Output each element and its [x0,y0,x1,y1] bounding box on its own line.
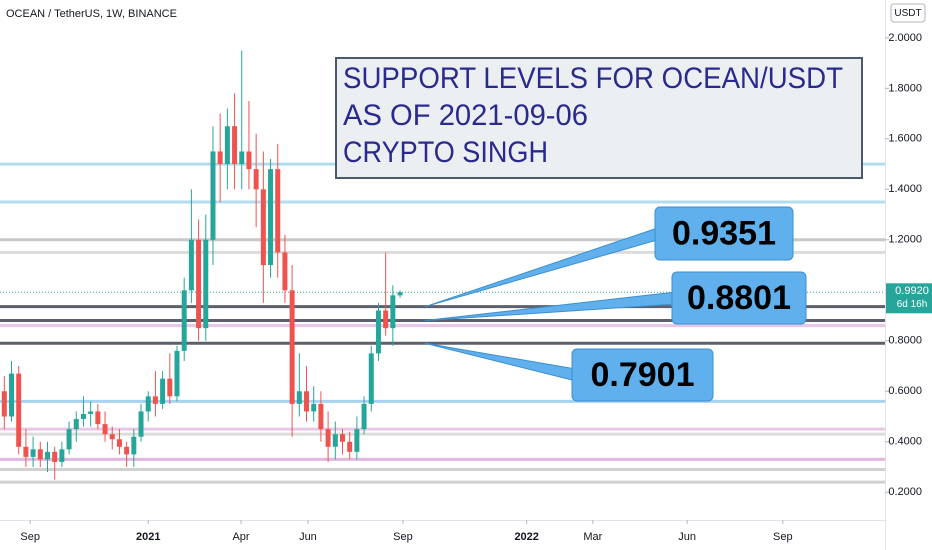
x-tick-label: Jun [678,531,696,543]
candle-body [80,413,86,420]
x-tick-label: Sep [773,531,793,543]
y-tick-label: 1.4000 [888,183,922,195]
y-tick-label: 0.6000 [888,385,922,397]
candle-body [397,292,403,296]
callout-box [571,348,714,402]
candle-body [260,189,266,266]
x-tick-label: 2022 [514,531,538,543]
candle-body [282,252,288,291]
candle-body [318,403,324,430]
candle-body [138,411,144,437]
candle-body [145,396,151,412]
callout-label: 0.8801 [687,279,791,317]
countdown-label: 6d 16h [897,299,928,310]
candle-body [296,391,302,404]
candle-body [16,373,22,447]
callout-label: 0.9351 [672,214,776,252]
candles [1,50,403,480]
candle-body [44,451,50,460]
annotation-text: CRYPTO SINGH [343,136,548,169]
x-tick-label: Sep [393,531,413,543]
annotation-text: SUPPORT LEVELS FOR OCEAN/USDT [343,62,843,95]
candle-body [239,151,245,165]
candle-body [196,239,202,329]
x-tick-label: Apr [232,531,249,543]
candle-body [311,403,317,412]
candle-body [375,310,381,354]
overlays: SUPPORT LEVELS FOR OCEAN/USDT AS OF 2021-… [335,57,863,402]
candle-body [102,424,108,435]
candle-body [9,373,15,417]
candle-body [347,441,353,452]
candle-body [174,350,180,397]
candle-body [203,239,209,329]
candle-body [181,290,187,351]
chart-title: OCEAN / TetherUS, 1W, BINANCE [6,8,177,20]
candle-body [30,449,36,457]
candle-body [332,434,338,447]
unit-label: USDT [894,8,921,19]
callout-label: 0.7901 [591,356,695,394]
candle-body [37,449,43,460]
candle-body [95,411,101,425]
candle-body [109,434,115,440]
candle-body [232,126,238,165]
candle-body [59,449,65,462]
candle-body [23,446,29,457]
candle-body [160,378,166,404]
candle-body [73,419,79,430]
candle-body [383,310,389,329]
y-tick-label: 2.0000 [888,32,922,44]
candle-body [361,403,367,430]
x-tick-label: Mar [583,531,602,543]
y-tick-label: 0.4000 [888,436,922,448]
candle-body [268,169,274,266]
candle-body [152,396,158,404]
annotation-text: AS OF 2021-09-06 [343,99,588,132]
candle-body [124,446,130,455]
x-tick-label: 2021 [136,531,160,543]
y-tick-label: 0.2000 [888,486,922,498]
x-tick-label: Sep [20,531,40,543]
y-tick-label: 1.8000 [888,82,922,94]
candle-body [339,434,345,442]
candle-body [131,436,137,455]
candle-body [1,391,7,417]
candle-body [167,378,173,397]
candle-body [368,353,374,404]
candle-body [116,439,122,447]
x-tick-label: Jun [299,531,317,543]
candle-body [66,429,72,450]
candle-body [325,429,331,447]
candle-body [289,290,295,404]
candle-body [224,126,230,165]
callout-box [671,271,807,325]
candle-body [188,239,194,291]
y-tick-label: 0.8000 [888,335,922,347]
y-tick-label: 1.2000 [888,234,922,246]
candle-body [52,451,58,462]
unit-box [890,3,926,23]
candle-body [354,429,360,452]
candle-body [304,391,310,412]
candle-body [88,411,94,414]
callout-box [654,206,794,261]
candle-body [210,151,216,240]
candle-body [390,295,396,329]
candle-body [246,151,252,170]
last-price-label: 0.9920 [895,285,929,297]
y-tick-label: 1.6000 [888,133,922,145]
candle-body [253,169,259,190]
annotation-box [335,57,863,179]
candle-body [275,169,281,253]
candle-body [217,151,223,165]
last-price-box [886,283,932,314]
